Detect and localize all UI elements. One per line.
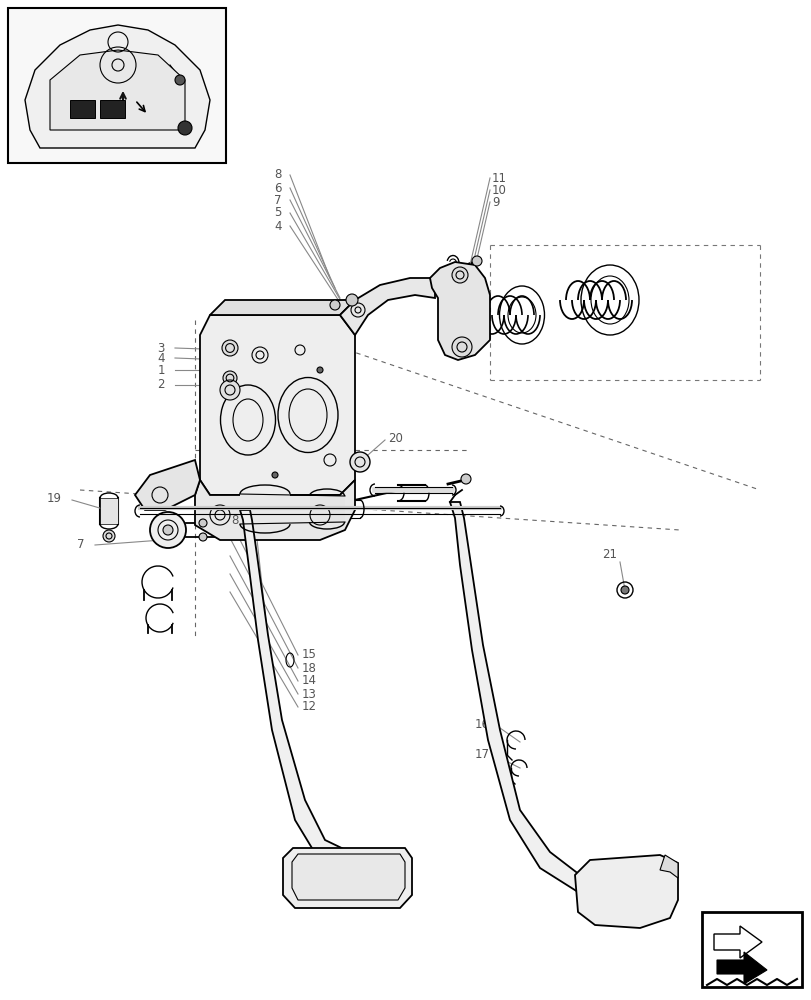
Bar — [70, 100, 95, 118]
Text: 20: 20 — [388, 432, 402, 444]
Text: 13: 13 — [302, 688, 316, 700]
Polygon shape — [659, 855, 677, 878]
Polygon shape — [240, 510, 371, 870]
Bar — [8, 8, 225, 163]
Text: 3: 3 — [157, 342, 165, 355]
Polygon shape — [713, 926, 761, 958]
Circle shape — [103, 530, 115, 542]
Polygon shape — [430, 262, 489, 360]
Bar — [702, 912, 801, 987]
Polygon shape — [50, 50, 185, 130]
Polygon shape — [340, 278, 435, 335]
Polygon shape — [135, 460, 200, 510]
Circle shape — [175, 75, 185, 85]
Text: 17: 17 — [474, 748, 489, 762]
Polygon shape — [195, 480, 354, 540]
Text: 7: 7 — [274, 194, 281, 207]
Text: 12: 12 — [302, 700, 316, 714]
Text: 18: 18 — [302, 662, 316, 674]
Text: 9: 9 — [491, 196, 499, 209]
Text: 15: 15 — [302, 648, 316, 662]
Text: 1: 1 — [157, 363, 165, 376]
Bar — [240, 494, 290, 524]
Text: 4: 4 — [157, 352, 165, 364]
Circle shape — [221, 340, 238, 356]
Bar — [100, 498, 118, 524]
Text: 7: 7 — [77, 538, 85, 552]
Circle shape — [329, 300, 340, 310]
Text: 6: 6 — [274, 182, 281, 194]
Polygon shape — [716, 952, 766, 984]
Text: 16: 16 — [474, 718, 489, 730]
Bar — [100, 100, 125, 118]
Text: 4: 4 — [274, 220, 281, 232]
Polygon shape — [283, 848, 411, 908]
Circle shape — [452, 267, 467, 283]
Polygon shape — [25, 25, 210, 148]
Text: 19: 19 — [47, 491, 62, 504]
Circle shape — [471, 256, 482, 266]
Circle shape — [452, 337, 471, 357]
Circle shape — [223, 371, 237, 385]
Text: 21: 21 — [601, 548, 616, 562]
Circle shape — [178, 121, 191, 135]
Polygon shape — [292, 854, 405, 900]
Text: 10: 10 — [491, 184, 506, 196]
Circle shape — [199, 519, 207, 527]
Polygon shape — [200, 315, 354, 495]
Circle shape — [150, 512, 186, 548]
Polygon shape — [210, 300, 354, 315]
Circle shape — [461, 474, 470, 484]
Polygon shape — [449, 502, 659, 905]
Bar — [310, 496, 345, 522]
Circle shape — [220, 380, 240, 400]
Text: 11: 11 — [491, 172, 506, 184]
Text: 14: 14 — [302, 674, 316, 688]
Text: 8: 8 — [274, 168, 281, 182]
Circle shape — [272, 472, 277, 478]
Text: 2: 2 — [157, 378, 165, 391]
Circle shape — [620, 586, 629, 594]
Circle shape — [199, 533, 207, 541]
Circle shape — [316, 367, 323, 373]
Circle shape — [345, 294, 358, 306]
Text: 8: 8 — [231, 514, 238, 526]
Circle shape — [350, 452, 370, 472]
Circle shape — [163, 525, 173, 535]
Polygon shape — [574, 855, 677, 928]
Text: 5: 5 — [274, 207, 281, 220]
